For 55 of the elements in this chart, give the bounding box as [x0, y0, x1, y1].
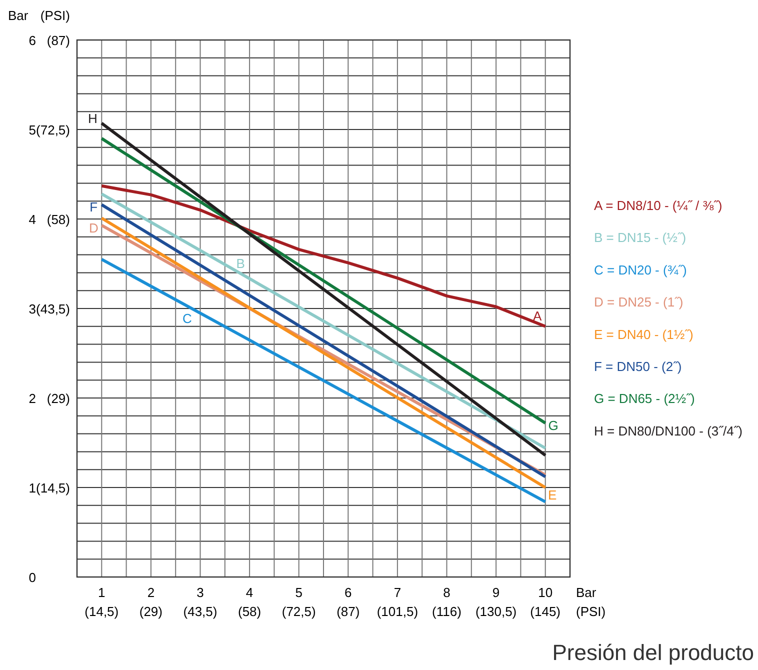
x-tick-label: 2: [147, 585, 155, 600]
text: C = DN20 - (¾˝): [594, 262, 687, 278]
annotation: F: [90, 200, 98, 215]
y-tick-label: 3: [28, 302, 36, 316]
y2-tick-label: (43,5): [36, 302, 70, 316]
x-tick-label: 1: [98, 585, 106, 600]
x-tick-label: 3: [196, 585, 204, 600]
text: B = DN15 - (½˝): [594, 230, 686, 246]
x2-axis-title: (PSI): [576, 604, 606, 619]
x2-tick-label: (145): [530, 604, 561, 619]
text: G = DN65 - (2½˝): [594, 391, 695, 406]
y2-tick-label: (87): [46, 33, 70, 48]
x2-tick-label: (72,5): [282, 604, 316, 619]
annotation: C: [182, 310, 192, 326]
annotation: G: [548, 418, 558, 434]
x2-tick-label: (101,5): [376, 604, 418, 619]
x2-tick-label: (87): [336, 604, 360, 619]
x2-tick-label: (43,5): [183, 604, 218, 619]
x-tick-label: 9: [492, 585, 500, 600]
x-axis-title: Bar: [576, 585, 597, 600]
annotation: B: [236, 256, 245, 271]
x-tick-label: 4: [246, 585, 254, 600]
text: A = DN8/10 - (¼˝ / ⅜˝): [594, 198, 722, 213]
x-tick-label: 10: [538, 585, 553, 600]
x-tick-label: 8: [443, 585, 450, 600]
annotation: H: [88, 111, 98, 126]
text: F = DN50 - (2˝): [594, 359, 682, 374]
y-tick-label: 0: [28, 570, 36, 585]
x2-tick-label: (14,5): [84, 604, 119, 619]
text: E = DN40 - (1½˝): [594, 326, 694, 342]
annotation: E: [548, 488, 558, 502]
y-tick-label: 5: [28, 122, 36, 138]
line-series: [100, 184, 547, 328]
text: Presión del producto: [552, 640, 754, 665]
y2-tick-label: (58): [46, 212, 70, 227]
text: D = DN25 - (1˝): [594, 294, 684, 310]
y-axis-title: Bar: [8, 8, 29, 23]
annotation: D: [88, 220, 98, 236]
y-tick-label: 6: [28, 33, 36, 48]
x2-tick-label: (116): [432, 604, 462, 619]
y-tick-label: 2: [28, 391, 36, 406]
text: H = DN80/DN100 - (3˝/4˝): [594, 423, 742, 438]
y2-axis-title: (PSI): [40, 8, 70, 23]
x2-tick-label: (29): [139, 604, 163, 619]
y-tick-label: 1: [28, 480, 36, 496]
y2-tick-label: (29): [46, 391, 70, 406]
x-tick-label: 7: [394, 585, 402, 600]
x2-tick-label: (58): [238, 604, 262, 619]
x-tick-label: 5: [295, 585, 302, 600]
annotation: A: [533, 308, 542, 324]
y-tick-label: 4: [28, 212, 36, 227]
x2-tick-label: (130,5): [475, 604, 517, 619]
y2-tick-label: (14,5): [36, 480, 70, 496]
y2-tick-label: (72,5): [36, 122, 70, 138]
x-tick-label: 6: [344, 585, 352, 600]
